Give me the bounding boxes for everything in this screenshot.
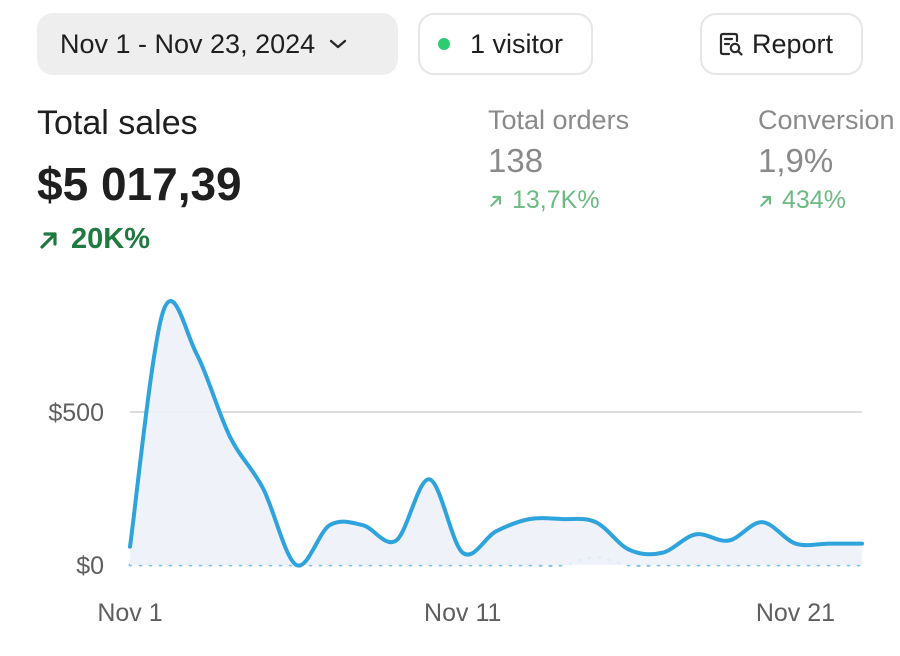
- metric-delta-label: 434%: [782, 186, 846, 214]
- metric-value: 138: [488, 142, 544, 179]
- date-range-label: Nov 1 - Nov 23, 2024: [60, 28, 316, 59]
- metric-delta-label: 20K%: [71, 223, 150, 255]
- report-button[interactable]: Report: [700, 13, 863, 75]
- metric-delta: 20K%: [37, 223, 150, 256]
- report-search-icon: [718, 31, 744, 57]
- metric-value: $5 017,39: [37, 158, 242, 210]
- visitor-count-badge[interactable]: 1 visitor: [418, 13, 593, 75]
- metric-delta: 13,7K%: [488, 186, 600, 215]
- x-tick-label: Nov 21: [756, 599, 835, 627]
- trend-up-icon: [40, 231, 57, 249]
- x-tick-label: Nov 11: [424, 599, 501, 627]
- series-line-current: [128, 299, 864, 568]
- series-area: [130, 301, 862, 566]
- trend-up-icon: [760, 195, 772, 207]
- metric-value: 1,9%: [758, 142, 834, 179]
- report-label: Report: [752, 28, 834, 59]
- sales-line-chart: $500 $0 Nov 1 Nov 11 Nov 21: [48, 299, 864, 627]
- y-tick-label: $500: [48, 399, 104, 427]
- metric-delta: 434%: [758, 186, 846, 215]
- x-tick-label: Nov 1: [97, 599, 162, 627]
- trend-up-icon: [490, 195, 502, 207]
- date-range-selector[interactable]: Nov 1 - Nov 23, 2024: [37, 13, 398, 75]
- metric-delta-label: 13,7K%: [512, 186, 600, 214]
- metric-title: Total orders: [488, 105, 630, 135]
- y-tick-label: $0: [76, 552, 104, 580]
- visitor-count-label: 1 visitor: [470, 28, 564, 59]
- metric-title: Total sales: [37, 104, 198, 142]
- metric-title: Conversion: [758, 105, 895, 135]
- status-dot-icon: [438, 38, 450, 50]
- chevron-down-icon: [329, 38, 347, 50]
